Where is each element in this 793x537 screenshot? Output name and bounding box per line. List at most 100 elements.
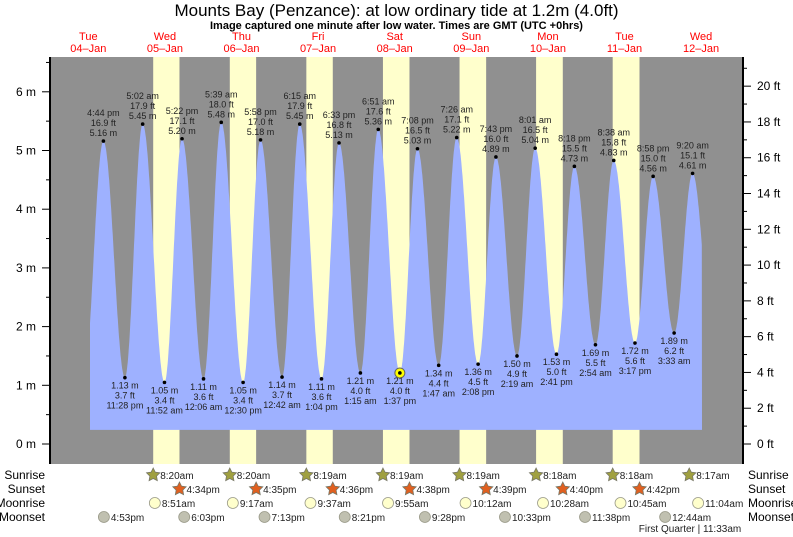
tide-label-ft: 4.0 ft [350, 386, 371, 396]
sunset-time: 4:36pm [340, 485, 373, 496]
low-tide-point [358, 371, 363, 375]
tide-label-m: 1.89 m [660, 336, 688, 346]
moonset-moon-icon [338, 511, 351, 523]
moonset-time: 12:44am [672, 513, 711, 524]
moonrise-moon-icon [692, 497, 705, 509]
tide-label-m: 4.83 m [600, 147, 628, 157]
moonrise-moon-icon [382, 497, 394, 509]
moonset-row-label-left: Moonset [0, 510, 46, 524]
left-axis-label: 2 m [16, 320, 36, 334]
tide-label-ft: 15.5 ft [562, 143, 588, 153]
day-label-weekday: Tue [615, 31, 634, 43]
right-axis-label: 16 ft [757, 151, 781, 165]
sunrise-time: 8:19am [390, 471, 423, 482]
low-tide-point [123, 375, 127, 380]
tide-label-time: 2:08 pm [462, 387, 495, 397]
right-axis-label: 4 ft [757, 365, 774, 379]
tide-label-time: 8:38 am [597, 127, 630, 137]
tide-label-ft: 16.5 ft [523, 125, 549, 135]
moonrise-moon-icon [459, 497, 472, 509]
moonset-time: 6:03pm [191, 513, 224, 524]
sunrise-time: 8:17am [696, 471, 729, 482]
tide-label-m: 1.11 m [190, 382, 217, 392]
high-tide-point [376, 127, 381, 132]
moonrise-moon-icon [614, 497, 627, 509]
tide-label-m: 1.34 m [425, 368, 453, 378]
tide-label-m: 1.69 m [582, 348, 610, 358]
moonset-moon-icon [97, 511, 110, 523]
sunrise-time: 8:20am [237, 471, 270, 482]
high-tide-point [611, 158, 616, 163]
tide-label-ft: 3.7 ft [115, 391, 136, 401]
tide-label-m: 5.36 m [365, 116, 393, 126]
tide-label-time: 7:08 pm [401, 116, 434, 126]
high-tide-point [258, 138, 263, 142]
chart-subtitle: Image captured one minute after low wate… [210, 20, 583, 32]
sunset-time: 4:35pm [263, 485, 296, 496]
sunrise-row-label-right: Sunrise [748, 468, 789, 482]
day-label-date: 09–Jan [453, 43, 489, 55]
sunset-time: 4:42pm [647, 485, 680, 496]
tide-label-m: 5.48 m [207, 109, 235, 119]
moonset-moon-icon [579, 511, 591, 523]
tide-label-ft: 16.5 ft [405, 126, 431, 136]
sunset-time: 4:34pm [186, 485, 219, 496]
sunset-time: 4:38pm [416, 485, 449, 496]
moonrise-time: 9:17am [240, 499, 273, 510]
moonrise-time: 10:28am [550, 499, 589, 510]
sunset-time: 4:40pm [570, 485, 603, 496]
tide-label-ft: 4.0 ft [390, 386, 411, 396]
tide-label-m: 5.13 m [325, 130, 353, 140]
tide-label-m: 4.56 m [639, 163, 667, 173]
left-axis-label: 0 m [16, 437, 36, 451]
right-axis-label: 14 ft [757, 187, 781, 201]
low-tide-point [554, 352, 559, 356]
low-tide-point [436, 363, 441, 368]
tide-label-m: 1.21 m [386, 376, 414, 386]
day-label-date: 08–Jan [377, 43, 413, 55]
right-axis-label: 20 ft [757, 79, 781, 93]
high-tide-point [415, 146, 420, 151]
moonrise-time: 10:45am [628, 499, 667, 510]
day-label-weekday: Wed [690, 31, 712, 43]
moonrise-time: 8:51am [162, 499, 195, 510]
tide-label-ft: 18.0 ft [209, 99, 235, 109]
sunset-star-icon [171, 481, 187, 496]
high-tide-point [572, 164, 577, 169]
left-axis-label: 6 m [16, 85, 36, 99]
high-tide-point [454, 135, 459, 140]
sunrise-star-icon [145, 467, 161, 482]
sunrise-time: 8:18am [543, 471, 576, 482]
tide-label-ft: 15.8 ft [601, 137, 627, 147]
tide-label-ft: 3.4 ft [154, 395, 175, 405]
tide-label-m: 5.20 m [168, 126, 196, 136]
tide-label-time: 8:18 pm [558, 133, 591, 143]
low-tide-point [398, 371, 402, 375]
day-label-weekday: Wed [154, 31, 176, 43]
moonrise-row-label-right: Moonrise [748, 496, 793, 510]
low-tide-point [593, 342, 598, 347]
chart-title: Mounts Bay (Penzance): at low ordinary t… [174, 1, 619, 20]
sunrise-time: 8:18am [620, 471, 653, 482]
high-tide-point [533, 146, 537, 150]
low-tide-point [476, 362, 480, 366]
sunset-time: 4:39pm [493, 485, 526, 496]
tide-label-ft: 17.1 ft [170, 116, 196, 126]
tide-water-area [90, 122, 702, 430]
low-tide-point [241, 380, 245, 385]
low-tide-point [515, 354, 519, 358]
sunset-star-icon [401, 481, 418, 496]
low-tide-point [162, 380, 167, 385]
moonset-time: 9:28pm [432, 513, 465, 524]
moonset-row-label-right: Moonset [748, 510, 793, 524]
tide-label-ft: 3.7 ft [272, 390, 293, 400]
sunset-star-icon [555, 481, 571, 496]
tide-label-ft: 4.5 ft [468, 377, 489, 387]
day-label-weekday: Sat [386, 31, 403, 43]
tide-label-time: 8:01 am [519, 115, 552, 125]
tide-label-m: 1.50 m [503, 359, 531, 369]
tide-label-ft: 15.1 ft [680, 150, 706, 160]
tide-label-m: 5.18 m [247, 127, 275, 137]
